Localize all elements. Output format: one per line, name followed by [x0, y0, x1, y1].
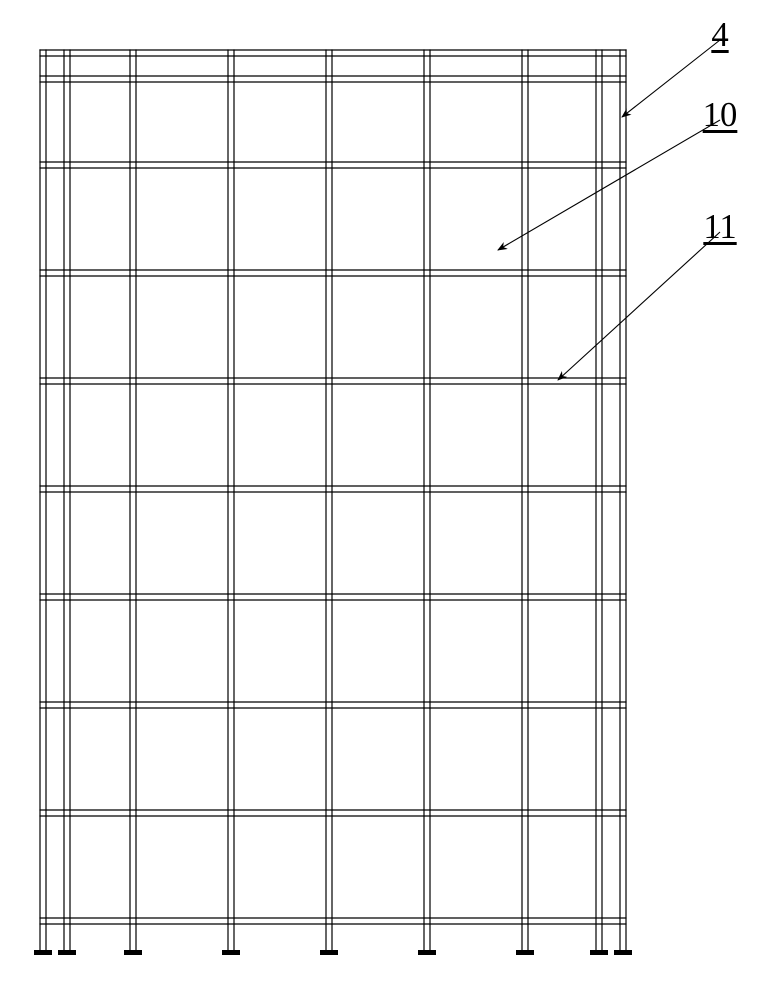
grid-diagram-svg: [0, 0, 770, 1000]
structural-grid: [40, 50, 626, 950]
callout-label-10: 10: [694, 98, 746, 133]
callout-label-4: 4: [694, 18, 746, 53]
diagram-stage: 4 10 11: [0, 0, 770, 1000]
callout-arrows: [498, 40, 720, 380]
callout-label-11: 11: [694, 210, 746, 245]
column-feet: [34, 950, 632, 955]
